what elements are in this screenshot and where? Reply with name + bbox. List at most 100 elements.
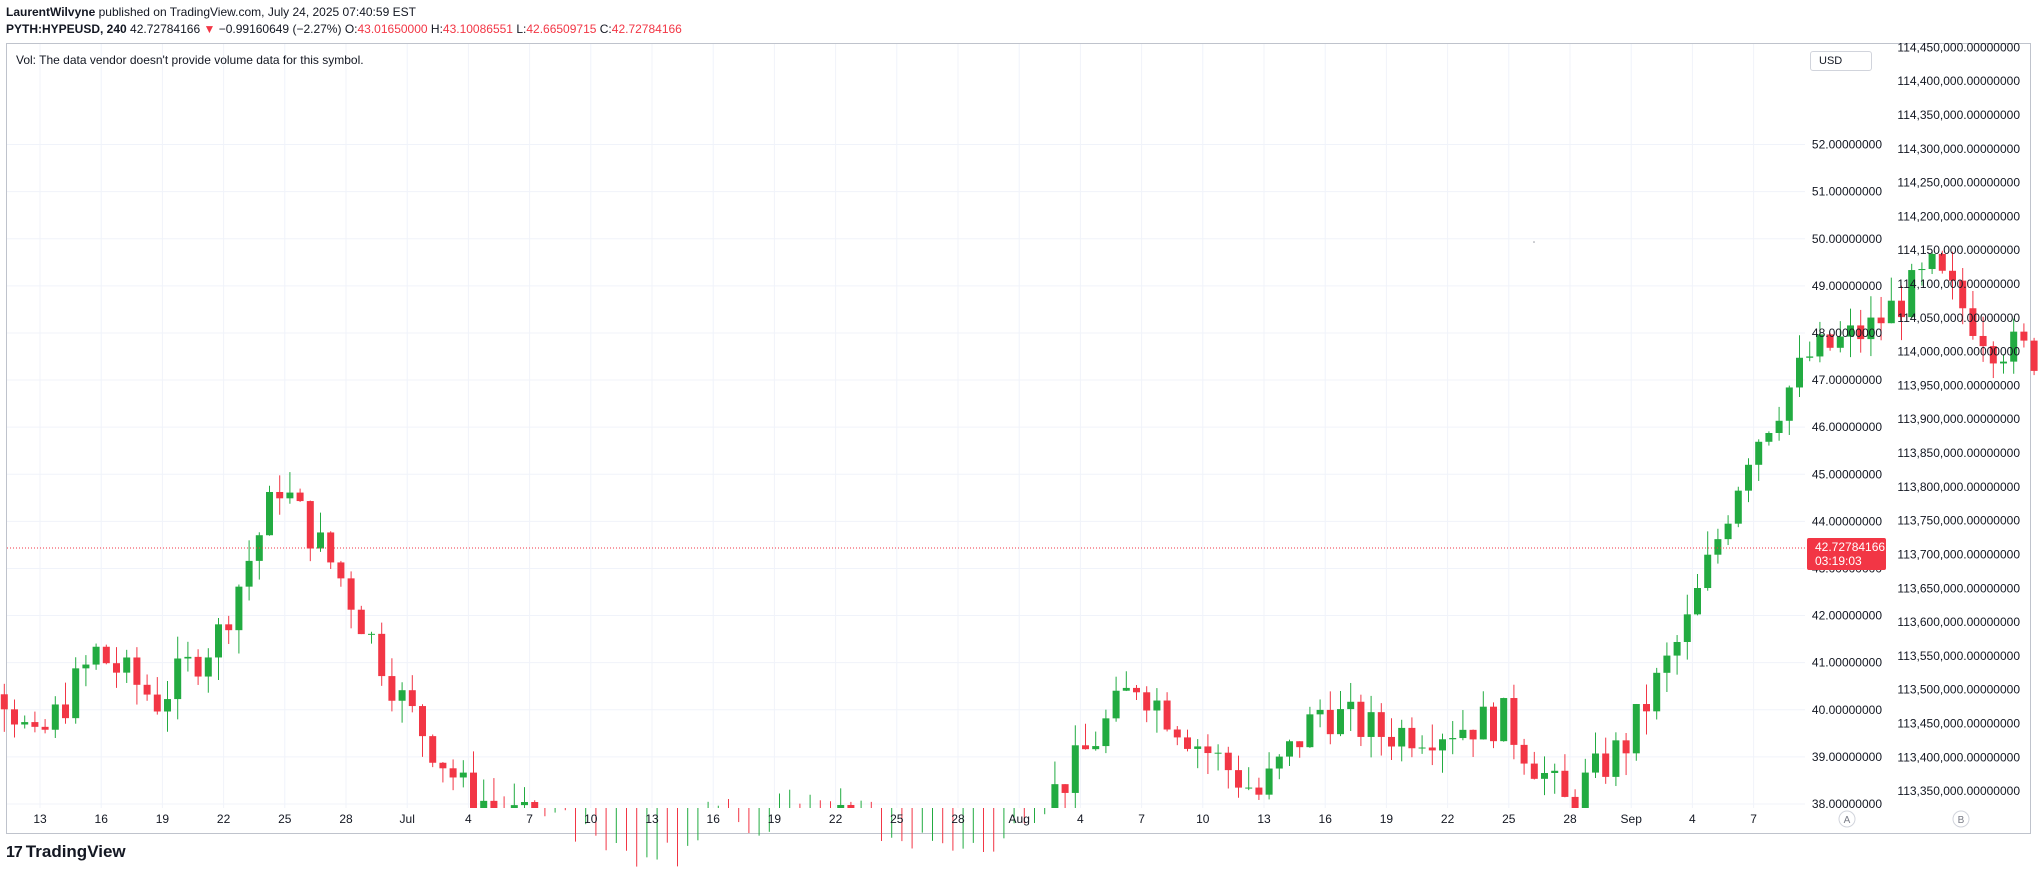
price-tick-label: 49.00000000 <box>1812 279 1882 293</box>
price-tick-label: 47.00000000 <box>1812 373 1882 387</box>
low-value: 42.66509715 <box>526 22 597 36</box>
time-tick-label: 4 <box>1077 812 1084 826</box>
candle-body <box>368 633 375 635</box>
price-tick-label: 39.00000000 <box>1812 750 1882 764</box>
candle-body <box>1887 300 1895 324</box>
candle-body <box>51 704 59 730</box>
time-tick-label: 16 <box>1319 812 1333 826</box>
candle-body <box>449 768 457 778</box>
secondary-tick-label: 113,950,000.00000000 <box>1897 378 2020 392</box>
candle-body <box>1938 253 1946 271</box>
open-label: O: <box>344 22 358 36</box>
close-value: 42.72784166 <box>611 22 682 36</box>
candle-body <box>1367 712 1375 737</box>
candle-body <box>276 491 284 499</box>
candle-body <box>1153 700 1161 711</box>
left-price-axis[interactable]: 38.00000000 39.00000000 40.00000000 41.0000… <box>1812 138 1882 811</box>
candle-body <box>480 800 488 808</box>
secondary-tick-label: 113,450,000.00000000 <box>1897 716 2020 730</box>
right-price-axis[interactable]: 113,350,000.00000000 113,400,000.00000000… <box>1897 40 2020 798</box>
candle-body <box>531 802 539 808</box>
time-tick-label: 13 <box>1257 812 1271 826</box>
candle-body <box>2000 361 2007 364</box>
high-value: 43.10086551 <box>442 22 513 36</box>
price-tick-label: 42.00000000 <box>1812 609 1882 623</box>
candle-body <box>123 657 131 673</box>
price-tag-value: 42.72784166 <box>1815 540 1886 554</box>
tradingview-logo[interactable]: 17 TradingView <box>6 842 126 862</box>
candle-body <box>1428 747 1436 751</box>
candle-body <box>337 562 345 579</box>
candle-body <box>1092 746 1100 750</box>
price-tick-label: 46.00000000 <box>1812 420 1882 434</box>
candle-body <box>1612 740 1620 777</box>
time-tick-label: 25 <box>278 812 292 826</box>
candle-body <box>1214 752 1222 754</box>
candle-body <box>1989 346 1997 364</box>
candle-body <box>439 762 447 769</box>
time-tick-label: 13 <box>33 812 47 826</box>
low-label: L: <box>516 22 527 36</box>
candle-body <box>1663 655 1671 673</box>
candle-body <box>837 804 845 808</box>
candle-body <box>1245 787 1253 789</box>
candle-body <box>1326 709 1334 735</box>
time-tick-label: 7 <box>1138 812 1145 826</box>
chart-header: LaurentWilvyne published on TradingView.… <box>6 4 682 38</box>
scale-button[interactable] <box>1838 810 1856 828</box>
chart-pane[interactable] <box>6 43 2031 834</box>
publisher-name[interactable]: LaurentWilvyne <box>6 5 96 19</box>
currency-selector[interactable]: USD <box>1810 51 1872 71</box>
time-tick-label: 16 <box>95 812 109 826</box>
candle-body <box>1296 741 1304 748</box>
candle-body <box>1632 704 1640 754</box>
candle-body <box>225 624 233 631</box>
price-tick-label: 41.00000000 <box>1812 656 1882 670</box>
candle-body <box>21 722 29 725</box>
candle-body <box>1796 357 1803 388</box>
candle-body <box>1275 756 1283 769</box>
price-tick-label: 51.00000000 <box>1812 185 1882 199</box>
scale-button[interactable] <box>1952 810 1970 828</box>
candle-body <box>388 676 396 701</box>
candle-body <box>490 800 498 808</box>
secondary-tick-label: 113,900,000.00000000 <box>1897 412 2020 426</box>
candle-body <box>1235 770 1242 788</box>
candle-body <box>1071 745 1079 793</box>
candle-body <box>1775 420 1783 433</box>
candle-body <box>153 694 161 712</box>
candle-body <box>1622 740 1630 754</box>
candle-body <box>1194 746 1202 749</box>
candle-body <box>1112 690 1120 719</box>
candle-body <box>1061 784 1069 793</box>
candle-body <box>82 664 90 669</box>
secondary-tick-label: 114,350,000.00000000 <box>1897 108 2020 122</box>
candle-body <box>1173 729 1181 738</box>
volume-note: Vol: The data vendor doesn't provide vol… <box>16 53 364 67</box>
publish-line: LaurentWilvyne published on TradingView.… <box>6 4 682 21</box>
candle-body <box>1449 738 1457 740</box>
candle-body <box>266 491 273 536</box>
candle-body <box>1694 588 1701 615</box>
time-tick-label: 22 <box>1441 812 1455 826</box>
candle-body <box>398 690 406 701</box>
candle-body <box>378 633 386 677</box>
time-tick-label: 25 <box>1502 812 1516 826</box>
candle-body <box>1541 772 1548 779</box>
secondary-tick-label: 113,800,000.00000000 <box>1897 480 2020 494</box>
down-arrow-icon: ▼ <box>203 22 216 36</box>
time-tick-label: 28 <box>951 812 965 826</box>
secondary-tick-label: 113,700,000.00000000 <box>1897 547 2020 561</box>
time-axis[interactable]: 13 16 19 22 25 28 Jul 4 7 10 13 16 19 22 25 28 Aug 4 7 10 13… <box>33 812 1757 826</box>
candle-body <box>429 736 437 763</box>
candle-body <box>2030 340 2038 371</box>
candle-body <box>1122 687 1130 691</box>
candle-body <box>1408 727 1416 749</box>
candle-body <box>1745 464 1752 491</box>
price-tick-label: 48.00000000 <box>1812 326 1882 340</box>
candle-body <box>1102 718 1110 747</box>
symbol-label[interactable]: PYTH:HYPEUSD, 240 <box>6 22 127 36</box>
candle-body <box>1510 698 1518 745</box>
